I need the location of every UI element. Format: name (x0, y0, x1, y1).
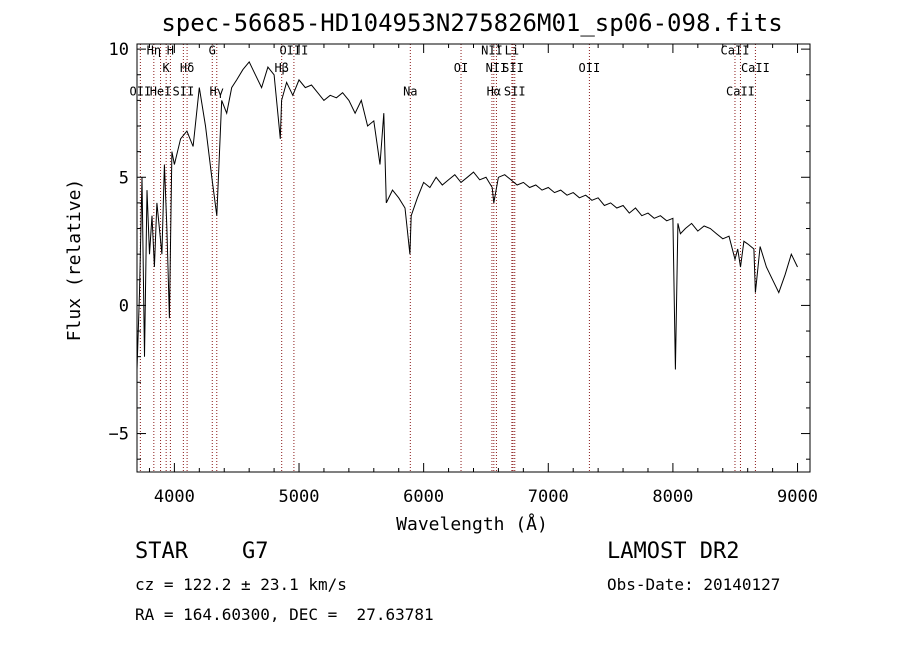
marker-label: SII (502, 61, 524, 75)
x-axis-label: Wavelength (Å) (396, 513, 548, 535)
redshift-velocity: cz = 122.2 ± 23.1 km/s (135, 575, 347, 594)
spectrum-series (137, 60, 798, 370)
y-tick-label: 5 (119, 168, 129, 188)
x-tick-label: 7000 (528, 487, 569, 507)
marker-label: HeI (150, 84, 172, 98)
marker-label: OI (454, 61, 468, 75)
marker-label: Hβ (274, 61, 288, 75)
marker-label: Li (505, 43, 519, 57)
marker-label: CaII (741, 61, 770, 75)
marker-label: Hγ (210, 84, 224, 98)
marker-label: OII (130, 84, 152, 98)
survey-name: LAMOST DR2 (607, 539, 740, 564)
observation-date: Obs-Date: 20140127 (607, 575, 781, 594)
marker-label: H (167, 43, 174, 57)
marker-label: OIII (279, 43, 308, 57)
x-tick-label: 9000 (777, 487, 818, 507)
marker-label: SII (173, 84, 195, 98)
marker-label: Hη (147, 43, 161, 57)
y-axis: −5 0 5 10 (109, 40, 810, 460)
marker-label: OII (579, 61, 601, 75)
x-tick-label: 8000 (652, 487, 693, 507)
y-axis-label: Flux (relative) (64, 179, 85, 342)
marker-label: NII (481, 43, 503, 57)
y-tick-label: 0 (119, 296, 129, 316)
marker-label: Na (403, 84, 417, 98)
x-tick-label: 4000 (154, 487, 195, 507)
object-class: STAR (135, 539, 188, 564)
marker-label: Hδ (180, 61, 194, 75)
x-axis: 4000 5000 6000 7000 8000 9000 (148, 44, 818, 507)
coordinates: RA = 164.60300, DEC = 27.63781 (135, 605, 434, 624)
marker-label: CaII (721, 43, 750, 57)
x-tick-label: 6000 (403, 487, 444, 507)
marker-label: SII (504, 84, 526, 98)
object-subclass: G7 (242, 539, 269, 564)
marker-label: G (209, 43, 216, 57)
marker-label: NII (486, 61, 508, 75)
marker-label: CaII (726, 84, 755, 98)
plot-frame (136, 43, 811, 473)
x-tick-label: 5000 (279, 487, 320, 507)
chart-title: spec-56685-HD104953N275826M01_sp06-098.f… (161, 9, 782, 37)
marker-label: Hα (487, 84, 501, 98)
spectrum-line (137, 60, 798, 370)
y-tick-label: 10 (109, 40, 129, 60)
marker-label: K (163, 61, 171, 75)
line-markers (139, 44, 756, 472)
y-tick-label: −5 (109, 425, 129, 445)
